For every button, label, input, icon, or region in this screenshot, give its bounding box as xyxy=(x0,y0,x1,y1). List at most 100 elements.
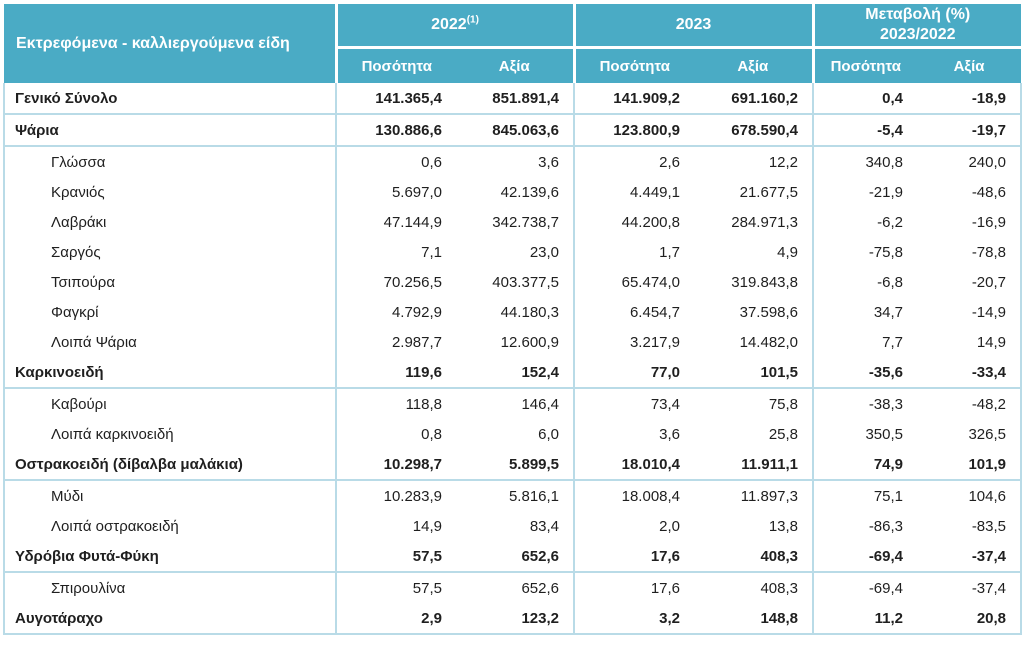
value-cell-2023-value: 284.971,3 xyxy=(694,207,814,237)
value-cell-change-quantity: 74,9 xyxy=(812,449,918,481)
table-row: Καβούρι 118,8 146,4 73,4 75,8 -38,3 -48,… xyxy=(3,388,1023,419)
value-cell-change-value: -20,7 xyxy=(917,267,1023,297)
table-row: Καρκινοειδή 119,6 152,4 77,0 101,5 -35,6… xyxy=(3,357,1023,389)
column-header-species: Εκτρεφόμενα - καλλιεργούμενα είδη xyxy=(4,4,336,83)
value-cell-2023-value: 21.677,5 xyxy=(694,177,814,207)
value-cell-change-quantity: 0,4 xyxy=(812,83,918,115)
value-cell-2022-value: 403.377,5 xyxy=(456,267,575,297)
species-name-cell: Υδρόβια Φυτά-Φύκη xyxy=(3,541,336,573)
value-cell-2023-value: 11.897,3 xyxy=(694,480,814,511)
value-cell-2023-value: 408,3 xyxy=(694,572,814,603)
species-name-cell: Τσιπούρα xyxy=(3,267,336,297)
table-row: Σπιρουλίνα 57,5 652,6 17,6 408,3 -69,4 -… xyxy=(3,572,1023,603)
value-cell-change-value: -78,8 xyxy=(917,237,1023,267)
value-cell-change-quantity: -6,2 xyxy=(812,207,918,237)
value-cell-change-quantity: -6,8 xyxy=(812,267,918,297)
species-name-cell: Γενικό Σύνολο xyxy=(3,83,336,115)
subheader-2023-value: Αξία xyxy=(694,47,814,83)
value-cell-change-quantity: 7,7 xyxy=(812,327,918,357)
value-cell-change-quantity: -38,3 xyxy=(812,388,918,419)
value-cell-change-value: -37,4 xyxy=(917,541,1023,573)
value-cell-2023-quantity: 4.449,1 xyxy=(573,177,695,207)
change-label-line1: Μεταβολή (%) xyxy=(865,6,971,23)
species-name-cell: Οστρακοειδή (δίβαλβα μαλάκια) xyxy=(3,449,336,481)
value-cell-2022-value: 5.816,1 xyxy=(456,480,575,511)
subheader-change-quantity: Ποσότητα xyxy=(811,47,918,83)
table-row: Λοιπά καρκινοειδή 0,8 6,0 3,6 25,8 350,5… xyxy=(3,419,1023,449)
value-cell-2023-quantity: 141.909,2 xyxy=(573,83,695,115)
value-cell-2023-value: 408,3 xyxy=(694,541,814,573)
table-row: Τσιπούρα 70.256,5 403.377,5 65.474,0 319… xyxy=(3,267,1023,297)
value-cell-2023-quantity: 2,0 xyxy=(573,511,695,541)
value-cell-2023-quantity: 123.800,9 xyxy=(573,114,695,147)
value-cell-2022-quantity: 118,8 xyxy=(335,388,456,419)
value-cell-2023-value: 75,8 xyxy=(694,388,814,419)
species-name-cell: Λοιπά οστρακοειδή xyxy=(3,511,336,541)
value-cell-2022-quantity: 57,5 xyxy=(335,572,456,603)
value-cell-2022-quantity: 70.256,5 xyxy=(335,267,456,297)
value-cell-2023-quantity: 2,6 xyxy=(573,146,695,177)
value-cell-2023-value: 691.160,2 xyxy=(694,83,814,115)
value-cell-2023-quantity: 3,6 xyxy=(573,419,695,449)
value-cell-change-quantity: 75,1 xyxy=(812,480,918,511)
value-cell-2022-value: 652,6 xyxy=(456,541,575,573)
table-row: Ψάρια 130.886,6 845.063,6 123.800,9 678.… xyxy=(3,114,1023,147)
species-name-cell: Σαργός xyxy=(3,237,336,267)
value-cell-2022-value: 23,0 xyxy=(456,237,575,267)
value-cell-change-value: 104,6 xyxy=(917,480,1023,511)
value-cell-change-value: -37,4 xyxy=(917,572,1023,603)
value-cell-2023-quantity: 65.474,0 xyxy=(573,267,695,297)
value-cell-2022-quantity: 7,1 xyxy=(335,237,456,267)
table-row: Σαργός 7,1 23,0 1,7 4,9 -75,8 -78,8 xyxy=(3,237,1023,267)
value-cell-2023-value: 148,8 xyxy=(694,603,814,635)
species-name-cell: Αυγοτάραχο xyxy=(3,603,336,635)
value-cell-2023-value: 4,9 xyxy=(694,237,814,267)
value-cell-2022-value: 42.139,6 xyxy=(456,177,575,207)
table-row: Γενικό Σύνολο 141.365,4 851.891,4 141.90… xyxy=(3,83,1023,115)
value-cell-change-value: -83,5 xyxy=(917,511,1023,541)
value-cell-change-quantity: -86,3 xyxy=(812,511,918,541)
value-cell-2022-value: 44.180,3 xyxy=(456,297,575,327)
value-cell-2023-value: 12,2 xyxy=(694,146,814,177)
table-row: Φαγκρί 4.792,9 44.180,3 6.454,7 37.598,6… xyxy=(3,297,1023,327)
value-cell-change-quantity: -69,4 xyxy=(812,541,918,573)
species-name-cell: Λοιπά Ψάρια xyxy=(3,327,336,357)
species-name-cell: Κρανιός xyxy=(3,177,336,207)
value-cell-change-value: 20,8 xyxy=(917,603,1023,635)
value-cell-change-quantity: -5,4 xyxy=(812,114,918,147)
table-row: Λαβράκι 47.144,9 342.738,7 44.200,8 284.… xyxy=(3,207,1023,237)
value-cell-2023-quantity: 44.200,8 xyxy=(573,207,695,237)
value-cell-2022-quantity: 0,6 xyxy=(335,146,456,177)
column-group-change: Μεταβολή (%) 2023/2022 xyxy=(811,4,1022,49)
value-cell-2023-value: 37.598,6 xyxy=(694,297,814,327)
value-cell-2023-quantity: 3.217,9 xyxy=(573,327,695,357)
value-cell-2022-value: 146,4 xyxy=(456,388,575,419)
value-cell-2023-quantity: 6.454,7 xyxy=(573,297,695,327)
table-body: Γενικό Σύνολο 141.365,4 851.891,4 141.90… xyxy=(3,83,1023,635)
species-name-cell: Σπιρουλίνα xyxy=(3,572,336,603)
value-cell-2023-quantity: 17,6 xyxy=(573,572,695,603)
value-cell-2023-quantity: 77,0 xyxy=(573,357,695,389)
value-cell-2022-value: 6,0 xyxy=(456,419,575,449)
change-label-line2: 2023/2022 xyxy=(879,26,956,43)
value-cell-2022-value: 845.063,6 xyxy=(456,114,575,147)
value-cell-2023-quantity: 73,4 xyxy=(573,388,695,419)
value-cell-2022-value: 5.899,5 xyxy=(456,449,575,481)
value-cell-2022-quantity: 47.144,9 xyxy=(335,207,456,237)
value-cell-2022-value: 652,6 xyxy=(456,572,575,603)
header-group-row: Εκτρεφόμενα - καλλιεργούμενα είδη 2022(1… xyxy=(4,4,1022,83)
table-row: Οστρακοειδή (δίβαλβα μαλάκια) 10.298,7 5… xyxy=(3,449,1023,481)
value-cell-2022-value: 342.738,7 xyxy=(456,207,575,237)
value-cell-change-value: -48,6 xyxy=(917,177,1023,207)
value-cell-change-quantity: 340,8 xyxy=(812,146,918,177)
species-name-cell: Καβούρι xyxy=(3,388,336,419)
table-row: Αυγοτάραχο 2,9 123,2 3,2 148,8 11,2 20,8 xyxy=(3,603,1023,635)
value-cell-2022-value: 152,4 xyxy=(456,357,575,389)
table-row: Λοιπά Ψάρια 2.987,7 12.600,9 3.217,9 14.… xyxy=(3,327,1023,357)
aquaculture-species-table: Εκτρεφόμενα - καλλιεργούμενα είδη 2022(1… xyxy=(3,4,1023,635)
value-cell-2023-value: 25,8 xyxy=(694,419,814,449)
value-cell-2023-value: 11.911,1 xyxy=(694,449,814,481)
value-cell-2022-quantity: 119,6 xyxy=(335,357,456,389)
species-name-cell: Λαβράκι xyxy=(3,207,336,237)
